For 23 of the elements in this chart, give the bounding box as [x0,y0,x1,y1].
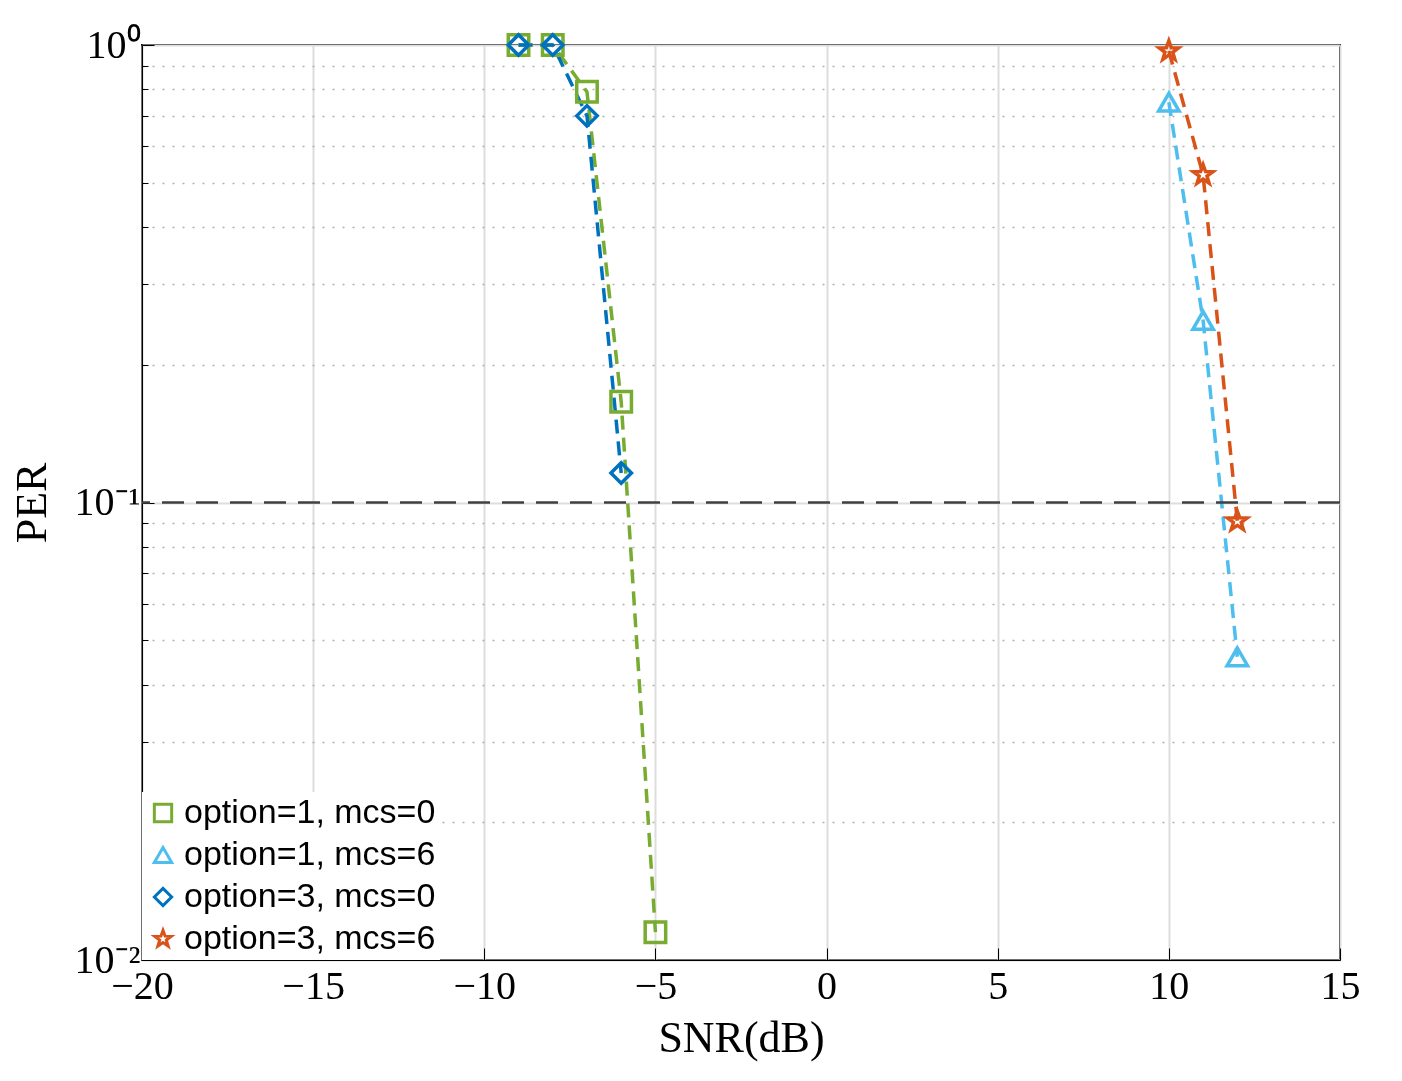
point [574,79,599,104]
point [574,103,599,128]
y-tick-label: 10⁰ [86,21,141,67]
x-axis-title: SNR(dB) [658,1012,825,1062]
point [609,389,634,414]
x-tick-label: −15 [282,962,345,1008]
point [609,461,634,486]
point [1155,89,1182,113]
point [1191,309,1216,332]
y-axis-title: PER [6,462,56,544]
x-tick-label: 5 [988,962,1009,1008]
x-tick-label: −5 [634,962,678,1008]
legend-label: option=3, mcs=0 [184,876,436,914]
legend-label: option=1, mcs=0 [184,792,436,830]
legend-label: option=1, mcs=6 [184,834,436,872]
legend-label: option=3, mcs=6 [184,918,436,956]
x-tick-label: 15 [1320,962,1361,1008]
point [643,920,668,945]
point [1225,646,1250,668]
x-tick-label: 10 [1149,962,1190,1008]
y-tick-label: 10⁻¹ [74,479,141,524]
x-tick-label: 0 [817,962,838,1008]
x-tick-label: −10 [453,962,517,1008]
